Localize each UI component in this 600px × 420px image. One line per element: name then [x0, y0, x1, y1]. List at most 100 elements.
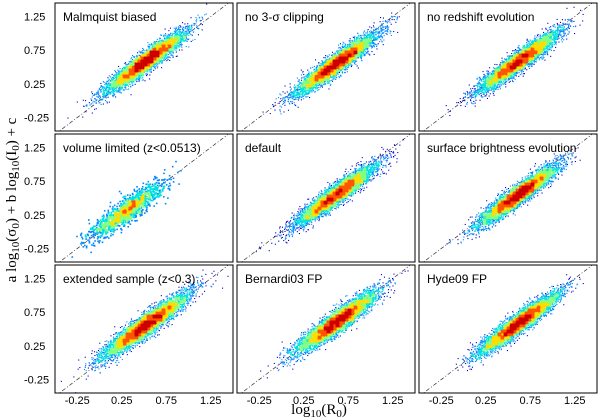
scatter-point: [149, 74, 151, 76]
scatter-point: [102, 89, 104, 91]
scatter-point: [100, 91, 102, 93]
scatter-point: [126, 68, 128, 70]
scatter-point: [182, 30, 184, 32]
scatter-point: [108, 90, 110, 92]
scatter-point: [127, 66, 129, 68]
scatter-point: [138, 75, 140, 77]
scatter-point: [179, 32, 181, 34]
scatter-point: [127, 70, 129, 72]
scatter-point: [194, 27, 196, 29]
scatter-point: [144, 80, 146, 82]
scatter-point: [143, 55, 145, 57]
scatter-point: [151, 43, 153, 45]
scatter-point: [144, 67, 146, 69]
scatter-point: [107, 90, 109, 92]
scatter-point: [160, 42, 162, 44]
scatter-point: [156, 67, 158, 69]
scatter-point: [155, 48, 157, 50]
scatter-point: [163, 59, 165, 61]
scatter-point: [184, 31, 186, 33]
scatter-point: [181, 32, 183, 34]
scatter-point: [131, 65, 133, 67]
scatter-point: [108, 88, 110, 90]
scatter-point: [167, 56, 169, 58]
scatter-point: [104, 94, 106, 96]
scatter-point: [147, 55, 149, 57]
scatter-point: [127, 72, 129, 74]
scatter-point: [144, 55, 146, 57]
scatter-point: [169, 47, 171, 49]
scatter-point: [119, 71, 121, 73]
scatter-point: [194, 38, 196, 40]
scatter-point: [176, 41, 178, 43]
scatter-point: [167, 42, 169, 44]
scatter-point: [97, 93, 99, 95]
scatter-point: [83, 105, 85, 107]
scatter-point: [151, 52, 153, 54]
scatter-point: [175, 32, 177, 34]
scatter-point: [168, 35, 170, 37]
scatter-point: [147, 42, 149, 44]
scatter-point: [177, 37, 179, 39]
scatter-point: [197, 27, 199, 29]
scatter-point: [142, 52, 144, 54]
scatter-point: [165, 49, 167, 51]
scatter-point: [132, 59, 134, 61]
scatter-point: [150, 49, 152, 51]
scatter-point: [102, 87, 104, 89]
scatter-point: [123, 78, 125, 80]
scatter-point: [131, 67, 133, 69]
scatter-point: [185, 33, 187, 35]
scatter-point: [131, 78, 133, 80]
scatter-point: [130, 72, 132, 74]
scatter-point: [95, 102, 97, 104]
scatter-point: [142, 71, 144, 73]
scatter-point: [134, 56, 136, 58]
scatter-point: [119, 88, 121, 90]
scatter-point: [135, 60, 137, 62]
scatter-point: [101, 88, 103, 90]
scatter-point: [143, 52, 145, 54]
scatter-point: [142, 65, 144, 67]
scatter-point: [151, 48, 153, 50]
scatter-point: [140, 77, 142, 79]
scatter-point: [134, 75, 136, 77]
scatter-point: [126, 81, 128, 83]
scatter-point: [177, 39, 179, 41]
scatter-point: [170, 48, 172, 50]
scatter-point: [103, 91, 105, 93]
scatter-point: [180, 38, 182, 40]
scatter-point: [181, 39, 183, 41]
scatter-point: [180, 37, 182, 39]
scatter-point: [120, 80, 122, 82]
scatter-point: [154, 54, 156, 56]
scatter-point: [158, 49, 160, 51]
scatter-point: [146, 74, 148, 76]
scatter-point: [175, 40, 177, 42]
scatter-point: [167, 54, 169, 56]
scatter-point: [139, 57, 141, 59]
scatter-point: [153, 65, 155, 67]
scatter-point: [144, 71, 146, 73]
scatter-point: [187, 39, 189, 41]
scatter-point: [170, 44, 172, 46]
scatter-point: [155, 66, 157, 68]
scatter-point: [121, 81, 123, 83]
scatter-point: [149, 44, 151, 46]
scatter-point: [161, 56, 163, 58]
scatter-point: [148, 64, 150, 66]
scatter-point: [146, 71, 148, 73]
scatter-point: [67, 117, 69, 119]
scatter-point: [166, 60, 168, 62]
scatter-point: [167, 43, 169, 45]
scatter-point: [187, 34, 189, 36]
scatter-point: [152, 55, 154, 57]
scatter-point: [170, 41, 172, 43]
scatter-point: [139, 73, 141, 75]
scatter-point: [168, 56, 170, 58]
scatter-point: [135, 57, 137, 59]
scatter-point: [112, 84, 114, 86]
scatter-point: [147, 67, 149, 69]
scatter-point: [175, 39, 177, 41]
scatter-point: [146, 69, 148, 71]
